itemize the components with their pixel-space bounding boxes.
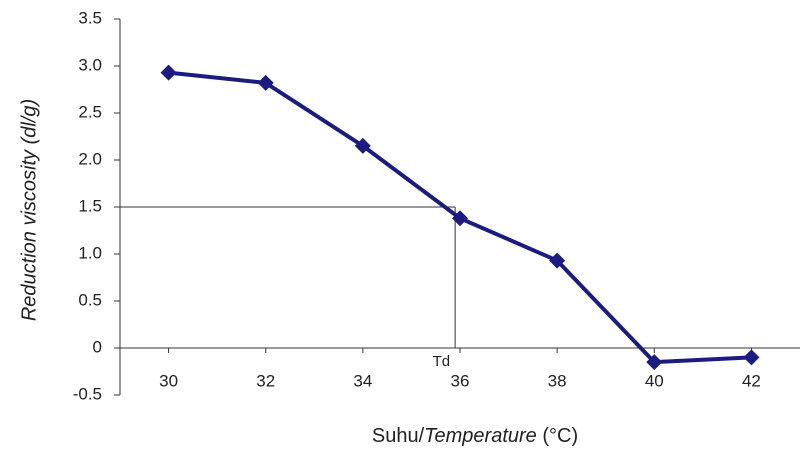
y-tick-label: 2.5 [78, 102, 102, 121]
y-tick-label: 3.0 [78, 55, 102, 74]
x-axis-label: Suhu/Temperature (°C) [372, 425, 578, 447]
y-tick-label: 1.0 [78, 243, 102, 262]
x-tick-label: 36 [451, 371, 470, 390]
x-label-part: (°C) [537, 425, 578, 447]
data-point [743, 349, 760, 366]
y-tick-label: 0.5 [78, 290, 102, 309]
data-point [160, 64, 177, 81]
data-point [354, 137, 371, 154]
x-tick-label: 42 [742, 371, 761, 390]
x-tick-label: 38 [548, 371, 567, 390]
annotation: Td [433, 353, 451, 370]
y-tick-label: -0.5 [73, 384, 102, 403]
y-tick-label: 3.5 [78, 8, 102, 27]
x-label-part: Suhu/ [372, 425, 425, 447]
data-point [646, 354, 663, 371]
x-tick-label: 34 [353, 371, 372, 390]
y-tick-label: 0 [93, 337, 102, 356]
data-point [452, 210, 468, 227]
y-tick-label: 1.5 [78, 196, 102, 215]
x-tick-label: 40 [645, 371, 664, 390]
x-label-part: Temperature [424, 425, 537, 447]
x-tick-label: 32 [256, 371, 275, 390]
data-point [549, 252, 566, 269]
x-tick-label: 30 [159, 371, 178, 390]
y-tick-label: 2.0 [78, 149, 102, 168]
data-point [257, 74, 274, 91]
y-axis-label: Reduction viscosity (dl/g) [18, 99, 40, 321]
